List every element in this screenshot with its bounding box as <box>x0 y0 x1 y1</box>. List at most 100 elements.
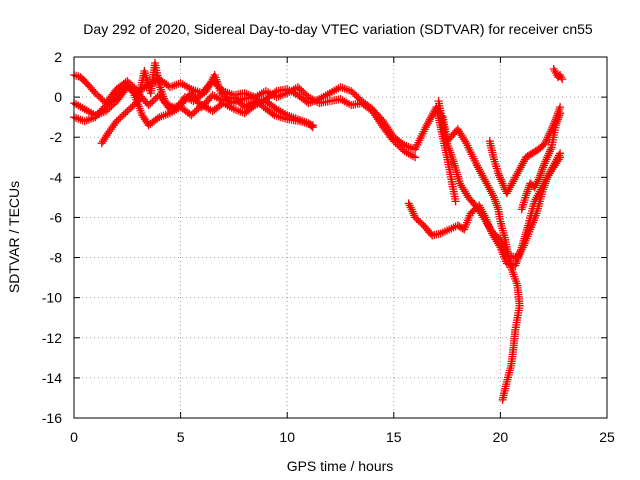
data-point-marker <box>496 173 504 182</box>
data-point-marker <box>490 195 499 204</box>
data-point-marker <box>554 113 563 122</box>
data-point-marker <box>451 197 460 206</box>
data-point-marker <box>389 137 398 146</box>
y-tick-label: 0 <box>54 89 62 105</box>
data-point-marker <box>409 209 418 218</box>
y-tick-label: -16 <box>42 410 62 426</box>
data-point-marker <box>542 155 551 164</box>
x-tick-label: 20 <box>493 429 509 445</box>
y-tick-label: -2 <box>50 129 63 145</box>
data-point-marker <box>552 119 561 128</box>
data-point-marker <box>554 115 562 124</box>
data-point-marker <box>539 183 548 192</box>
data-point-marker <box>297 86 306 95</box>
data-point-marker <box>536 169 545 178</box>
data-point-marker <box>481 177 490 186</box>
data-point-marker <box>404 199 413 208</box>
data-point-marker <box>495 171 504 180</box>
data-point-marker <box>268 109 277 118</box>
data-point-marker <box>125 78 134 87</box>
data-point-marker <box>556 153 565 162</box>
data-point-marker <box>428 111 437 120</box>
series-track-d <box>97 59 317 148</box>
data-point-marker <box>118 112 126 121</box>
data-point-marker <box>551 121 560 130</box>
data-point-marker <box>518 243 527 252</box>
y-axis-label: SDTVAR / TECUs <box>6 181 22 293</box>
data-point-marker <box>396 143 405 152</box>
data-point-marker <box>220 92 229 101</box>
data-point-marker <box>534 175 543 184</box>
y-tick-label: -4 <box>50 169 63 185</box>
data-point-marker <box>540 181 549 190</box>
series-track-i <box>517 109 565 214</box>
data-point-marker <box>550 67 559 75</box>
data-point-marker <box>308 121 317 130</box>
data-point-marker <box>539 185 547 194</box>
data-point-marker <box>94 92 103 101</box>
data-point-marker <box>545 147 554 156</box>
y-tick-label: -12 <box>42 330 62 346</box>
y-tick-label: -14 <box>42 370 62 386</box>
data-point-marker <box>542 175 551 184</box>
x-tick-label: 5 <box>177 429 185 445</box>
y-tick-label: 2 <box>54 49 62 65</box>
series-track-g <box>432 105 524 404</box>
data-point-marker <box>553 117 562 126</box>
y-tick-label: -10 <box>42 290 62 306</box>
data-point-marker <box>546 145 555 154</box>
data-point-marker <box>555 111 564 120</box>
data-point-marker <box>496 175 505 184</box>
data-point-marker <box>126 80 135 89</box>
data-point-marker <box>426 229 435 238</box>
x-tick-label: 15 <box>386 429 402 445</box>
data-point-marker <box>545 129 554 138</box>
data-point-marker <box>350 90 359 99</box>
plot-frame <box>73 56 608 419</box>
data-point-marker <box>112 117 121 126</box>
data-point-marker <box>405 201 414 210</box>
series-track-j <box>549 65 567 84</box>
data-point-marker <box>187 111 196 120</box>
data-point-marker <box>507 181 516 190</box>
data-point-marker <box>490 193 498 202</box>
series-track-h <box>485 103 565 198</box>
data-point-marker <box>539 161 548 170</box>
data-point-marker <box>543 153 552 162</box>
data-point-marker <box>125 105 134 114</box>
data-point-marker <box>543 135 551 144</box>
data-point-marker <box>491 197 500 206</box>
data-point-marker <box>545 149 553 158</box>
data-point-marker <box>492 199 501 208</box>
data-point-marker <box>146 99 155 108</box>
data-points-layer <box>70 59 567 404</box>
data-point-marker <box>498 395 507 404</box>
data-point-marker <box>537 167 546 176</box>
data-point-marker <box>536 171 545 180</box>
data-point-marker <box>352 92 361 101</box>
data-point-marker <box>554 155 563 164</box>
data-point-marker <box>499 181 508 190</box>
data-point-marker <box>541 139 550 148</box>
data-point-marker <box>539 163 547 172</box>
data-point-marker <box>411 153 420 162</box>
data-point-marker <box>558 75 567 84</box>
data-point-marker <box>524 185 533 194</box>
y-tick-label: -8 <box>50 250 63 266</box>
data-point-marker <box>254 98 263 107</box>
data-point-marker <box>407 205 416 214</box>
data-point-marker <box>535 173 544 182</box>
data-point-marker <box>522 191 530 200</box>
data-point-marker <box>148 97 157 106</box>
y-tick-label: -6 <box>50 209 63 225</box>
data-point-marker <box>96 94 105 103</box>
data-point-marker <box>479 213 488 222</box>
data-point-marker <box>523 187 532 196</box>
data-point-marker <box>461 137 470 146</box>
data-point-marker <box>437 111 446 120</box>
data-point-marker <box>492 201 501 210</box>
data-point-marker <box>189 109 197 118</box>
